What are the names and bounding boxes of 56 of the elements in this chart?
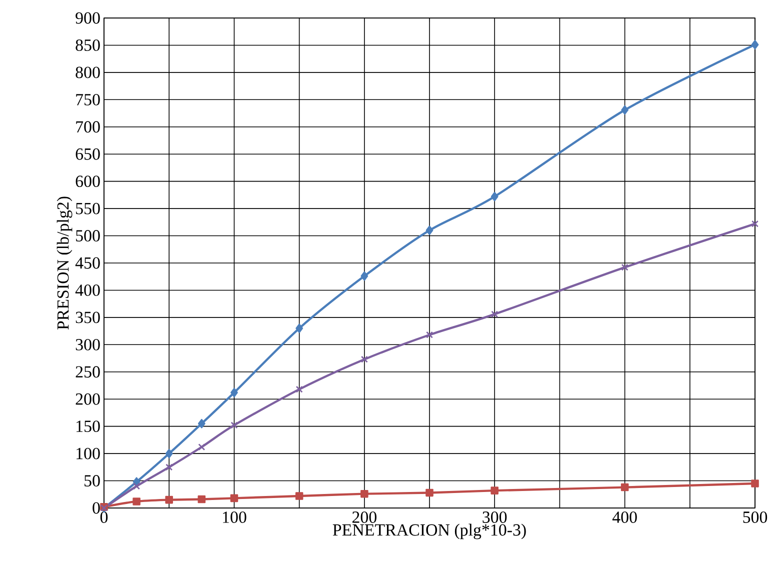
point [296,386,303,393]
x-tick-label: 300 [482,512,507,523]
point [133,482,140,490]
point [295,492,304,500]
y-tick-label: 150 [76,420,100,432]
point [165,496,173,504]
y-tick-label: 450 [75,257,100,269]
x-axis-title: PENETRACION (plg*10-3) [332,524,526,540]
point [426,488,434,497]
point [751,40,759,50]
y-tick-label: 500 [76,230,100,242]
x-tick-label: 400 [612,512,637,523]
point [491,310,498,318]
x-tick-label: 200 [352,512,376,523]
point [296,324,303,334]
y-tick-label: 400 [75,284,100,296]
point [360,271,368,281]
x-tick-label: 100 [222,512,246,523]
point [230,388,238,398]
y-tick-label: 100 [76,448,100,460]
point [426,331,434,338]
point [198,443,206,451]
point [198,418,206,428]
x-tick-label: 0 [100,512,108,523]
point [751,480,759,488]
y-tick-label: 200 [76,393,100,405]
point [621,264,628,271]
point [166,464,173,471]
point [751,220,759,228]
point [621,105,628,115]
point [230,494,238,502]
point [426,226,434,236]
y-tick-label: 550 [76,202,100,214]
x-tick-label: 500 [743,512,768,523]
point [165,448,173,458]
point [360,356,368,363]
y-tick-label: 700 [76,121,100,133]
y-tick-label: 0 [92,502,100,514]
y-tick-label: 250 [76,366,100,378]
y-tick-label: 600 [76,176,100,188]
point [198,495,206,504]
point [360,490,368,498]
y-tick-label: 300 [76,338,100,350]
point [230,422,238,429]
y-tick-label: 750 [76,94,100,106]
y-tick-label: 850 [76,39,100,51]
y-tick-label: 800 [76,66,100,78]
point [490,192,498,202]
y-tick-label: 50 [84,475,100,486]
point [132,498,140,506]
point [490,486,498,494]
y-axis-title: PRESION (lb/plg2) [56,196,72,330]
y-tick-label: 650 [76,148,100,160]
y-tick-label: 900 [76,12,100,24]
y-tick-label: 350 [76,312,100,324]
point [620,483,629,492]
